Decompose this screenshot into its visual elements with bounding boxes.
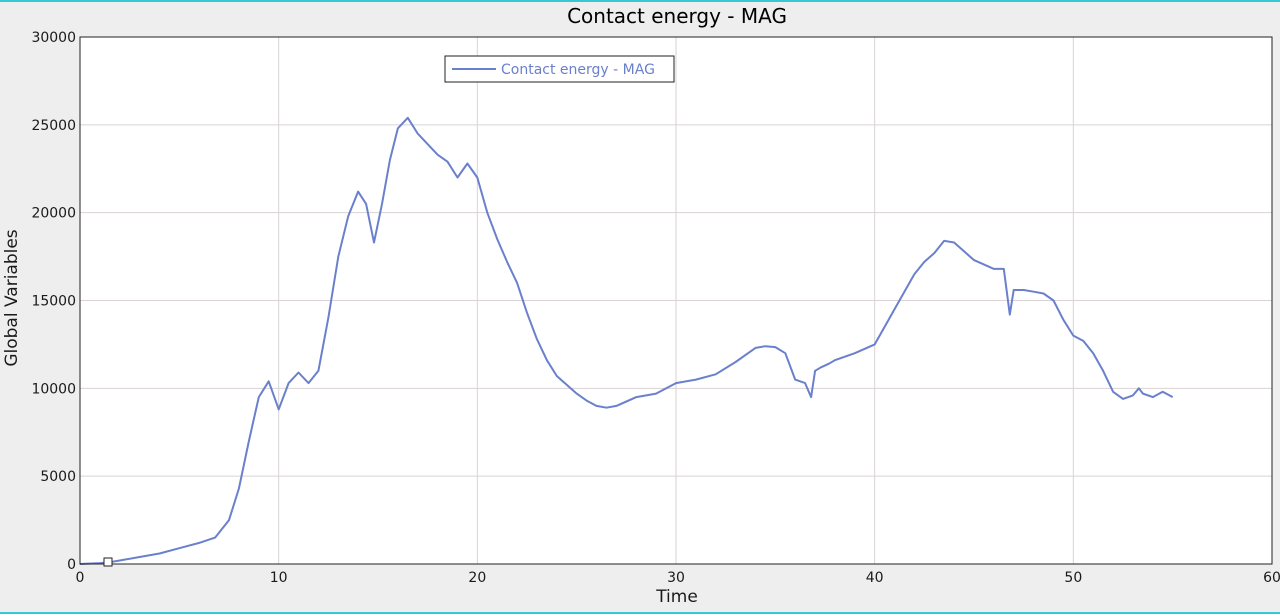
- y-tick-label: 20000: [31, 206, 76, 222]
- y-tick-label: 0: [67, 557, 76, 573]
- y-tick-label: 10000: [31, 381, 76, 397]
- y-axis-title: Global Variables: [2, 229, 22, 366]
- y-tick-label: 15000: [31, 294, 76, 310]
- x-tick-label: 0: [76, 570, 85, 586]
- x-tick-labels: 0 10 20 30 40 50 60: [76, 570, 1280, 586]
- x-tick-label: 50: [1064, 570, 1082, 586]
- legend[interactable]: Contact energy - MAG: [444, 55, 675, 83]
- x-tick-label: 30: [667, 570, 685, 586]
- legend-label: Contact energy - MAG: [501, 62, 655, 78]
- chart-title: Contact energy - MAG: [567, 4, 787, 28]
- series-line-contact-energy[interactable]: [79, 116, 1174, 565]
- series-layer: [79, 116, 1174, 565]
- zoom-handle-marker[interactable]: [103, 557, 113, 567]
- y-tick-label: 25000: [31, 118, 76, 134]
- x-tick-label: 40: [866, 570, 884, 586]
- x-tick-label: 10: [270, 570, 288, 586]
- y-tick-label: 5000: [40, 469, 76, 485]
- y-tick-labels: 0 5000 10000 15000 20000 25000 30000: [31, 30, 76, 573]
- grid-lines: [79, 36, 1273, 565]
- y-tick-label: 30000: [31, 30, 76, 46]
- x-tick-label: 20: [468, 570, 486, 586]
- x-tick-label: 60: [1263, 570, 1280, 586]
- plot-frame: [79, 36, 1273, 565]
- x-axis-title: Time: [655, 587, 698, 607]
